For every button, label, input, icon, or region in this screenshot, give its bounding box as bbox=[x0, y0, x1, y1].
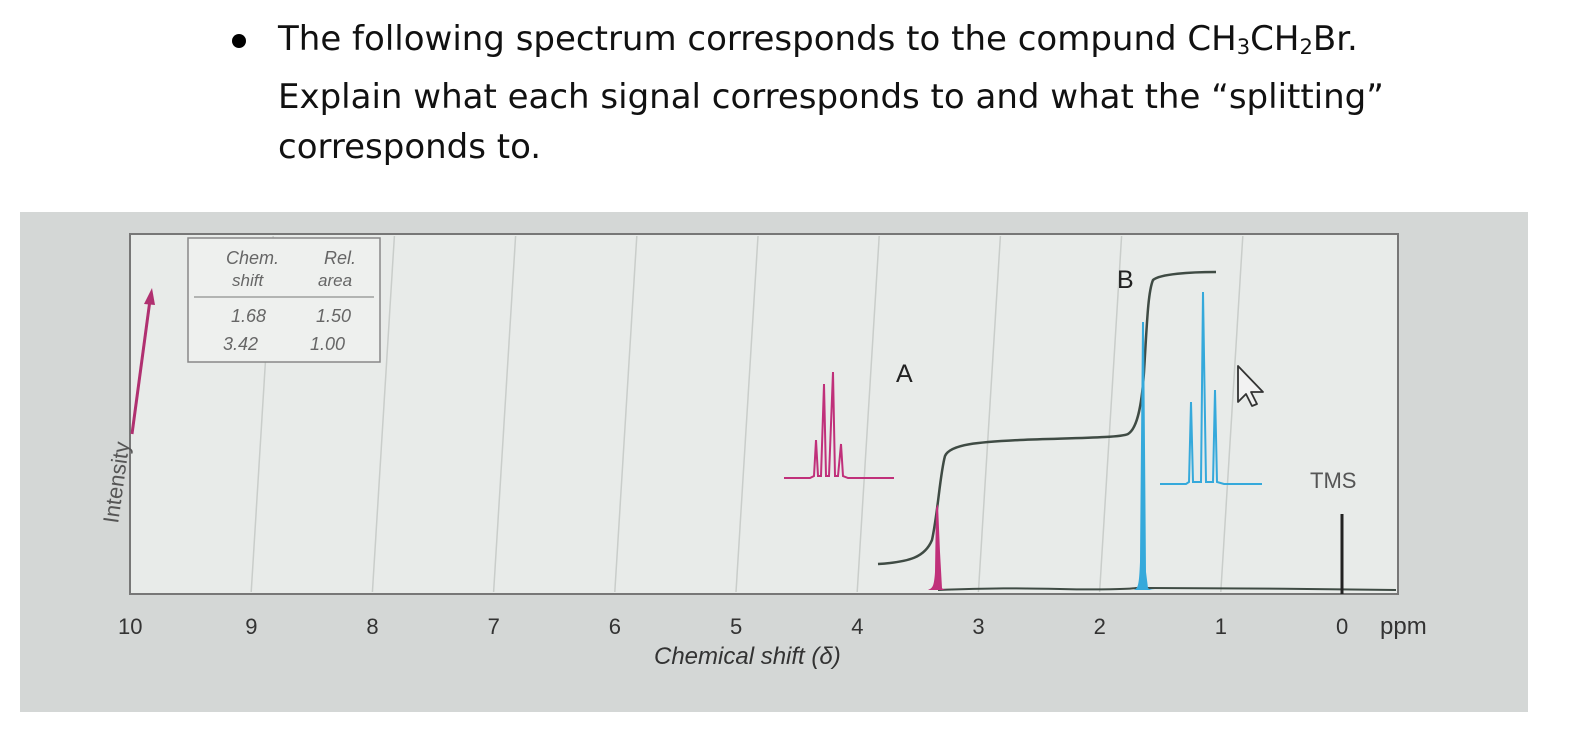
table-frame bbox=[187, 237, 381, 363]
table-cell-area-1: 1.50 bbox=[316, 306, 351, 326]
table-cell-shift-1: 1.68 bbox=[231, 306, 266, 326]
peak-b-group: B bbox=[1117, 266, 1262, 590]
table-header-area-line2: area bbox=[318, 271, 352, 290]
peak-b-expansion bbox=[1160, 291, 1262, 485]
table-header-area-line1: Rel. bbox=[324, 248, 356, 268]
x-axis-label: Chemical shift (δ) bbox=[654, 643, 841, 670]
x-tick-label: 6 bbox=[609, 614, 621, 639]
table-cell-area-2: 1.00 bbox=[310, 334, 345, 354]
area-table: Chem. shift Rel. area 1.68 1.50 3.42 1.0… bbox=[187, 237, 381, 363]
x-tick-label: 9 bbox=[245, 614, 257, 639]
x-tick-label: 2 bbox=[1094, 614, 1106, 639]
nmr-spectrum-photo: Chem. shift Rel. area 1.68 1.50 3.42 1.0… bbox=[20, 212, 1528, 712]
grid-line bbox=[371, 235, 396, 593]
grid-line bbox=[1098, 235, 1123, 593]
peak-a-expansion bbox=[784, 371, 894, 479]
grid-line bbox=[735, 235, 759, 593]
grid-line bbox=[977, 235, 1002, 593]
table-header-shift-line1: Chem. bbox=[226, 248, 279, 268]
x-tick-label: 10 bbox=[118, 614, 142, 639]
grid-line bbox=[856, 235, 880, 593]
spectrum-baseline bbox=[937, 587, 1397, 591]
grid-lines bbox=[250, 235, 1244, 593]
table-cell-shift-2: 3.42 bbox=[223, 334, 258, 354]
grid-line bbox=[614, 235, 638, 593]
tms-label: TMS bbox=[1310, 468, 1356, 493]
integration-curve bbox=[877, 270, 1217, 566]
x-tick-label: 8 bbox=[366, 614, 378, 639]
table-header-shift-line2: shift bbox=[232, 271, 264, 290]
x-tick-label: 0 bbox=[1336, 614, 1348, 639]
peak-a-group: A bbox=[784, 360, 950, 590]
peak-b-label: B bbox=[1117, 266, 1134, 294]
x-tick-label: 1 bbox=[1215, 614, 1227, 639]
mouse-cursor-icon bbox=[1237, 365, 1264, 407]
x-tick-labels: 10 9 8 7 6 5 4 3 2 1 0 bbox=[118, 614, 1348, 639]
x-tick-label: 5 bbox=[730, 614, 742, 639]
question-line-1: The following spectrum corresponds to th… bbox=[278, 19, 1358, 59]
peak-a-signal bbox=[928, 504, 950, 590]
question-line-3: corresponds to. bbox=[278, 126, 542, 167]
intensity-arrow-head-icon bbox=[144, 288, 155, 305]
x-tick-label: 3 bbox=[972, 614, 984, 639]
bullet-icon bbox=[232, 34, 246, 48]
intensity-arrow-line bbox=[130, 299, 152, 435]
x-tick-label: 7 bbox=[488, 614, 500, 639]
x-tick-label: 4 bbox=[851, 614, 863, 639]
grid-line bbox=[1220, 235, 1244, 593]
peak-a-label: A bbox=[896, 360, 913, 388]
question-line-2: Explain what each signal corresponds to … bbox=[278, 76, 1384, 117]
x-axis-unit: ppm bbox=[1380, 613, 1427, 640]
grid-line bbox=[492, 235, 517, 593]
tms-group: TMS bbox=[1310, 468, 1356, 594]
